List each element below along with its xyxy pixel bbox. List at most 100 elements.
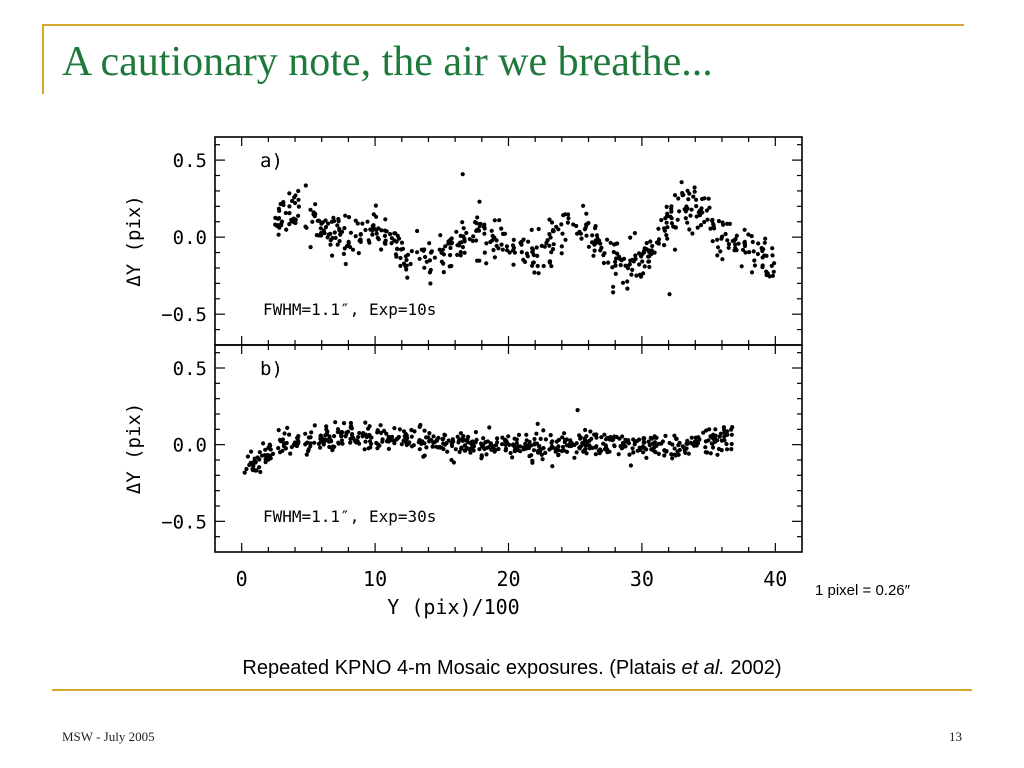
data-point: [328, 438, 333, 443]
data-point: [499, 242, 504, 247]
data-point: [727, 221, 733, 226]
data-point: [610, 265, 615, 270]
x-tick-label: 10: [363, 567, 387, 591]
data-point: [296, 434, 301, 439]
data-point: [346, 429, 351, 434]
data-point: [484, 241, 489, 246]
data-point: [443, 244, 448, 249]
data-point: [530, 246, 535, 251]
data-point: [308, 207, 313, 212]
data-point: [734, 233, 740, 238]
data-point: [618, 257, 623, 262]
data-point: [692, 185, 697, 190]
data-point: [382, 233, 387, 238]
data-point: [524, 438, 529, 443]
data-point: [670, 442, 675, 447]
data-point: [715, 245, 721, 250]
data-point: [662, 243, 667, 248]
data-point: [481, 436, 486, 441]
data-point: [677, 209, 682, 214]
data-point: [676, 196, 681, 201]
data-point: [691, 194, 696, 199]
data-point: [495, 436, 500, 441]
data-point: [328, 238, 333, 243]
data-point: [687, 227, 692, 232]
data-point: [615, 251, 620, 256]
data-point: [660, 439, 666, 444]
data-point: [627, 262, 632, 267]
data-point: [384, 229, 389, 234]
data-point: [532, 436, 537, 442]
data-point: [692, 443, 697, 448]
panel-annotation: FWHM=1.1″, Exp=10s: [263, 300, 436, 319]
data-point: [566, 212, 571, 217]
data-point: [553, 449, 558, 454]
data-point: [760, 265, 765, 270]
data-point: [665, 236, 670, 241]
data-point: [453, 447, 458, 452]
data-point: [315, 218, 320, 223]
data-point: [641, 271, 646, 276]
data-point: [427, 241, 432, 246]
data-point: [550, 247, 556, 252]
data-point: [388, 232, 393, 237]
data-point: [545, 238, 550, 243]
data-point: [707, 205, 712, 210]
data-point: [548, 433, 553, 438]
data-point: [770, 246, 775, 251]
data-point: [649, 447, 654, 452]
data-point: [263, 447, 268, 452]
data-point: [664, 449, 669, 454]
data-point: [263, 457, 268, 462]
data-point: [540, 457, 545, 462]
data-point: [667, 292, 672, 297]
data-point: [427, 270, 432, 275]
data-point: [319, 233, 324, 238]
data-point: [296, 188, 301, 194]
data-point: [458, 253, 463, 258]
y-tick-label: −0.5: [161, 511, 207, 533]
data-point: [688, 213, 693, 218]
data-point: [725, 238, 730, 243]
data-point: [342, 226, 347, 231]
data-point: [496, 446, 501, 452]
data-point: [244, 466, 249, 472]
data-point: [746, 232, 751, 237]
data-point: [511, 262, 516, 267]
data-point: [769, 263, 774, 268]
data-point: [526, 239, 531, 244]
data-point: [656, 226, 661, 231]
data-point: [258, 469, 263, 475]
data-point: [438, 233, 443, 238]
data-point: [375, 428, 380, 433]
data-point: [686, 451, 691, 456]
data-point: [448, 253, 453, 258]
data-point: [374, 440, 379, 446]
data-point: [586, 443, 592, 448]
data-point: [547, 447, 552, 452]
data-point: [726, 245, 731, 250]
data-point: [373, 203, 378, 208]
data-point: [450, 443, 455, 449]
data-point: [312, 440, 317, 445]
data-point: [605, 447, 610, 452]
data-point: [327, 444, 332, 450]
data-point: [669, 452, 674, 457]
data-point: [630, 446, 635, 451]
data-point: [682, 207, 687, 212]
data-point: [308, 245, 313, 250]
data-point: [468, 450, 473, 455]
data-point: [471, 444, 477, 449]
data-point: [370, 232, 375, 237]
data-point: [475, 227, 480, 232]
data-point: [397, 427, 402, 432]
data-point: [708, 451, 713, 456]
data-point: [484, 261, 489, 266]
data-point: [409, 434, 414, 439]
data-point: [515, 448, 520, 453]
data-point: [484, 445, 490, 450]
data-point: [374, 214, 379, 219]
data-point: [760, 248, 765, 254]
data-point: [669, 221, 675, 226]
data-point: [287, 204, 292, 209]
